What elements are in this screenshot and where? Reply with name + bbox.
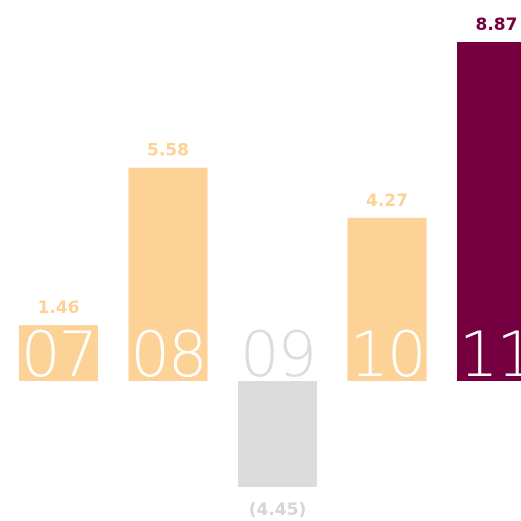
bar-07 [19, 325, 98, 381]
bar-09 [238, 381, 317, 487]
value-label-07: 1.46 [38, 298, 80, 318]
bar-08 [128, 167, 208, 381]
bar-11 [457, 42, 521, 381]
bar-10 [347, 217, 427, 381]
value-label-09: (4.45) [249, 500, 306, 520]
category-label-08: 08 [131, 318, 206, 391]
value-label-10: 4.27 [366, 191, 408, 211]
value-label-11: 8.87 [476, 15, 518, 35]
bars-group [19, 42, 521, 487]
value-labels-group: 1.46 5.58 (4.45) 4.27 8.87 [38, 15, 518, 520]
category-label-10: 10 [350, 318, 425, 391]
category-label-09: 09 [240, 318, 315, 391]
category-label-07: 07 [21, 318, 96, 391]
category-label-11: 11 [459, 318, 521, 391]
value-label-08: 5.58 [147, 141, 189, 161]
category-labels-group: 07 08 09 10 11 [21, 318, 521, 391]
